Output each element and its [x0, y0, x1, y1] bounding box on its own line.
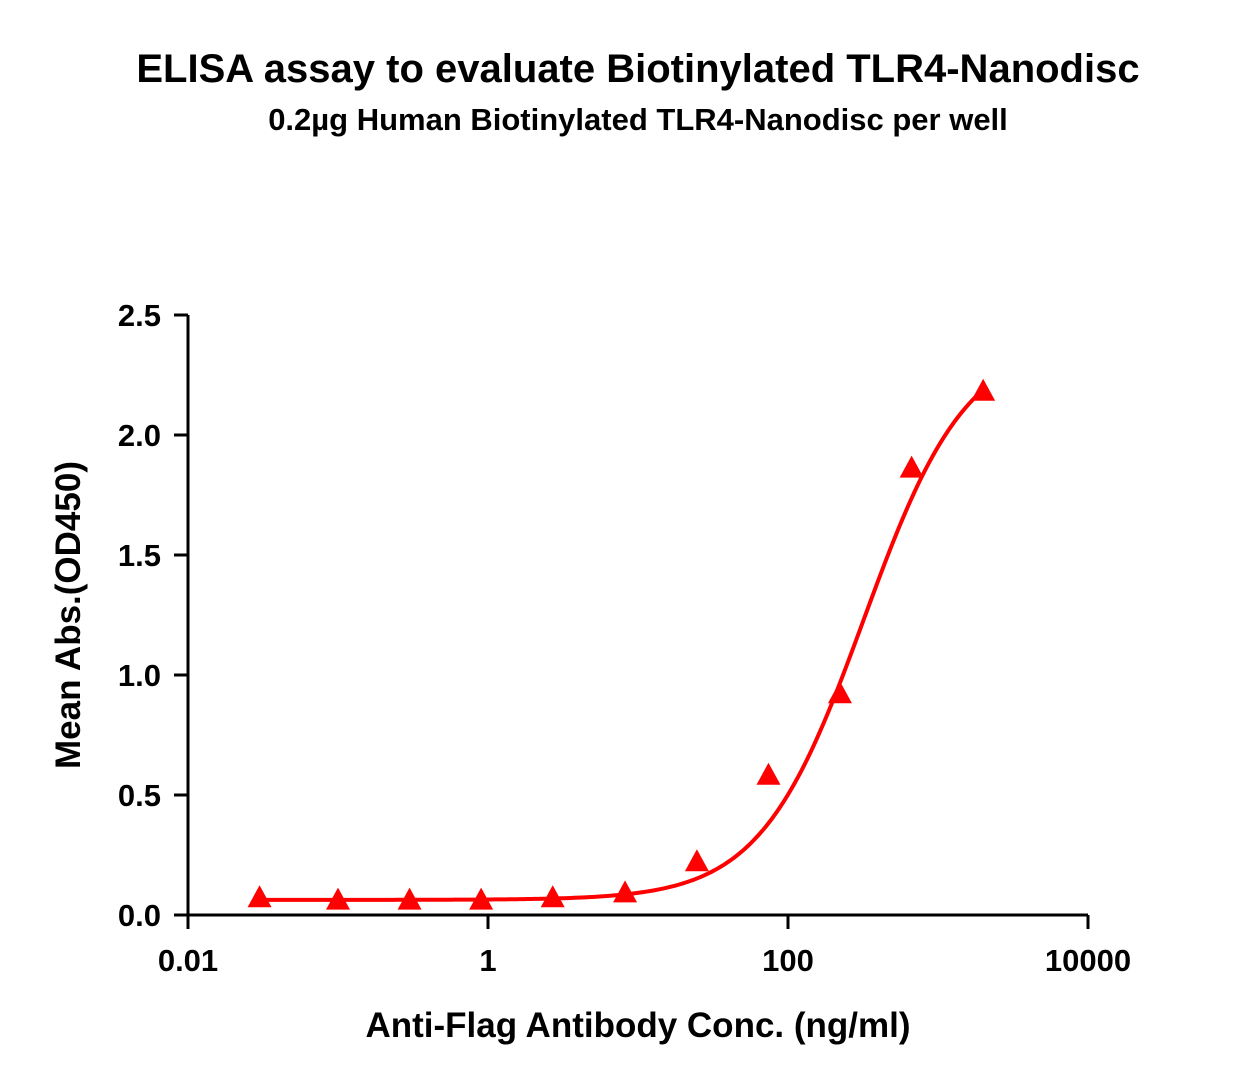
x-tick-label: 1: [479, 943, 496, 978]
chart-title: ELISA assay to evaluate Biotinylated TLR…: [136, 47, 1139, 91]
y-axis-title: Mean Abs.(OD450): [49, 461, 88, 769]
y-tick-label: 2.5: [118, 298, 161, 333]
data-point: [684, 849, 709, 872]
data-point: [971, 378, 996, 401]
chart-subtitle: 0.2µg Human Biotinylated TLR4-Nanodisc p…: [268, 102, 1008, 137]
data-point: [397, 887, 422, 910]
y-tick-label: 0.5: [118, 778, 161, 813]
data-point: [899, 455, 924, 478]
y-tick-label: 1.5: [118, 538, 161, 573]
data-point: [326, 887, 350, 910]
y-tick-label: 1.0: [118, 658, 161, 693]
data-point: [540, 885, 565, 908]
x-tick-label: 10000: [1045, 943, 1131, 978]
data-point: [827, 681, 852, 704]
data-point: [469, 887, 494, 910]
data-point: [247, 885, 272, 908]
x-tick-label: 0.01: [158, 943, 218, 978]
x-tick-label: 100: [762, 943, 814, 978]
fit-curve-layer: [259, 388, 985, 902]
y-axis: 0.0 0.5 1.0 1.5 2.0 2.5: [118, 298, 190, 933]
x-axis-title: Anti-Flag Antibody Conc. (ng/ml): [365, 1006, 910, 1045]
data-point: [613, 880, 638, 903]
data-point: [756, 762, 781, 785]
y-tick-label: 2.0: [118, 418, 161, 453]
data-points-layer: [247, 378, 996, 910]
y-tick-label: 0.0: [118, 898, 161, 933]
fit-curve: [259, 388, 985, 902]
x-axis: 0.01 1 100 10000: [158, 913, 1131, 978]
